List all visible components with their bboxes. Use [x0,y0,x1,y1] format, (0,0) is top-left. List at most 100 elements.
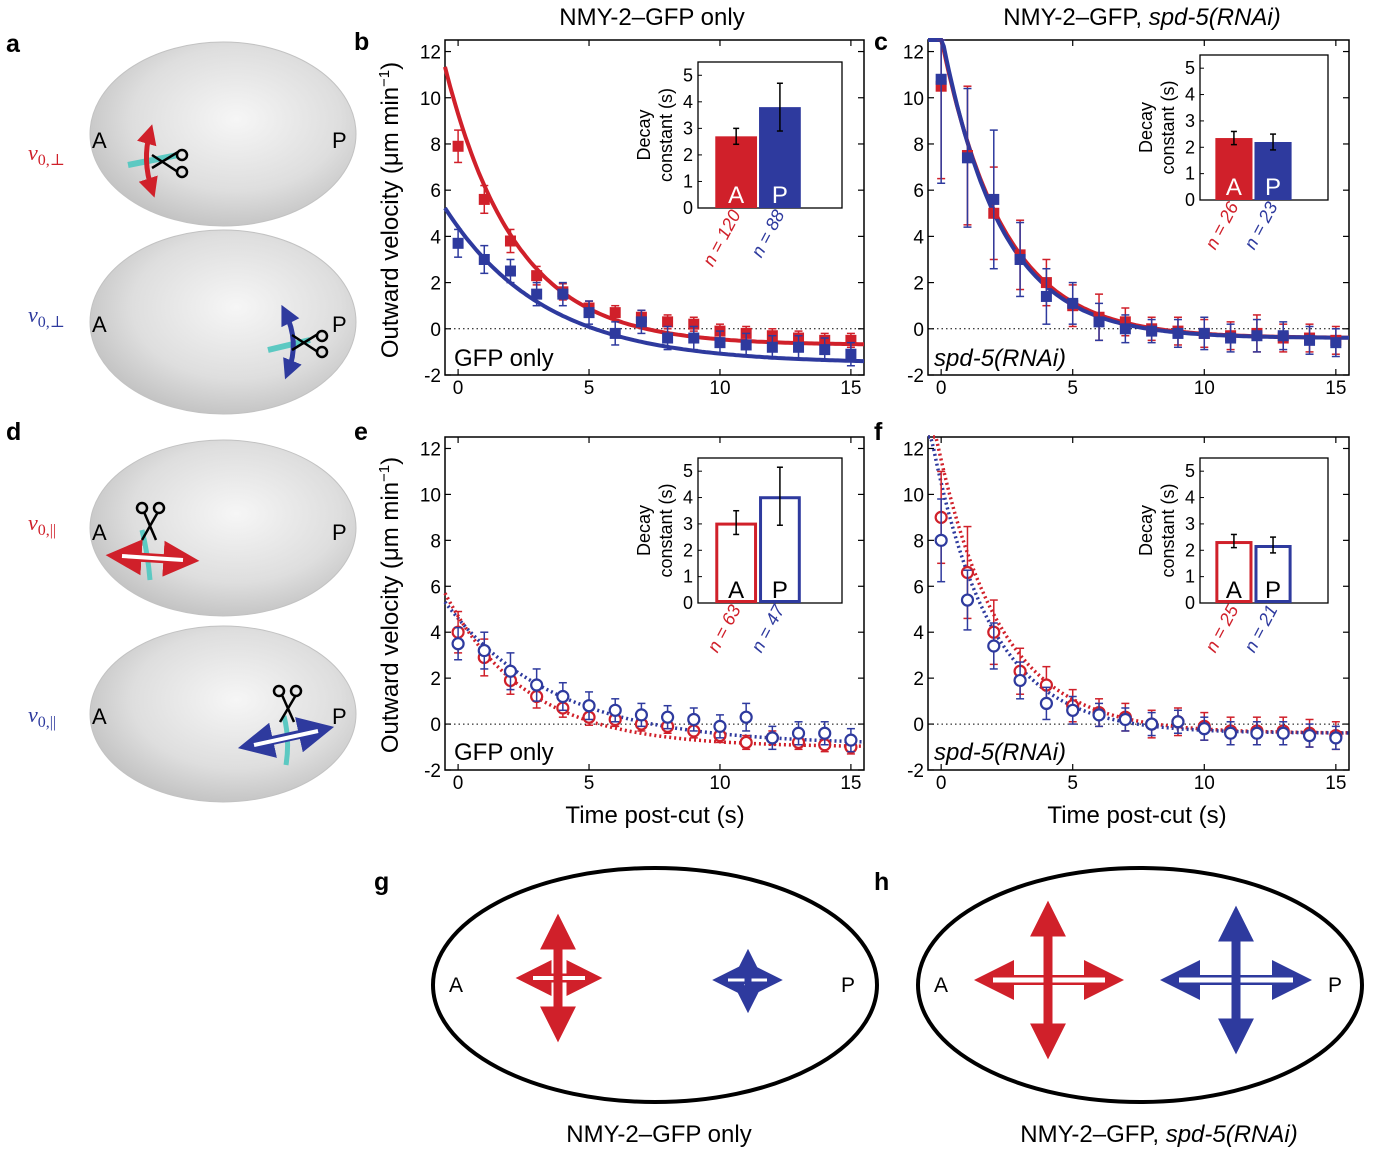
data-point-P [687,712,701,727]
panel-label-g: g [374,868,389,896]
data-point-P [1171,715,1185,729]
anterior-arrows [515,913,603,1043]
data-point-A [662,316,674,328]
x-tick-label: 0 [936,773,947,794]
inset-bar-label: P [772,182,788,209]
data-point-P [662,332,674,344]
panel-label-e: e [354,418,368,446]
embryo-label-anterior: A [92,704,107,729]
y-tick-label: 2 [913,669,924,690]
y-tick-label: 12 [903,43,924,64]
embryo-label-anterior: A [92,128,107,153]
x-tick-label: 15 [840,773,861,794]
data-point-P [793,341,805,353]
panel-label-a: a [6,30,21,58]
data-point-P [582,699,596,713]
data-point-P [987,639,1001,653]
data-point-P [583,307,595,319]
data-point-P [1223,726,1238,740]
data-point-P [1225,332,1237,344]
y-tick-label: 6 [430,181,441,202]
x-tick-label: 10 [709,378,730,399]
inset-n-label: n = 26 [1201,198,1243,253]
inset-bar-label: A [728,182,744,209]
y-tick-label: 10 [420,485,441,506]
summary-g: A P NMY-2–GFP only [431,866,879,1148]
inset-bar-P [1254,142,1292,200]
y-tick-label: 0 [430,320,441,341]
perpendicular-arrow-red [137,124,158,198]
inset-n-label: n = 120 [699,206,745,269]
data-point-P [556,689,570,704]
embryo-label-anterior: A [92,520,107,545]
y-tick-label: -2 [907,761,924,782]
inset-bar-A [1215,541,1253,604]
data-point-P [1172,327,1184,339]
data-point-P [609,327,621,339]
inset-y-tick-label: 4 [683,92,693,112]
inset-c: 0 1 2 3 4 5 Decay constant (s) An = 26 Pn = 23 [1136,54,1329,253]
inset-y-tick-label: 3 [1185,514,1195,534]
inset-n-label: n = 25 [1201,601,1243,656]
y-tick-label: 10 [420,89,441,110]
inset-bar-A [715,136,758,208]
data-point-P [1066,703,1080,717]
inset-n-label: n = 23 [1240,198,1281,252]
y-tick-label: 12 [903,439,924,460]
velocity-label-perp-blue: v0,⊥ [28,302,65,331]
scissors-icon [291,329,329,359]
data-point-P [1118,712,1132,727]
data-point-P [1093,316,1105,328]
velocity-label-par-red: v0,|| [28,510,56,539]
y-tick-label: 10 [903,89,924,110]
y-tick-label: 8 [913,135,924,156]
data-point-P [714,337,726,349]
inset-y-tick-label: 0 [683,593,693,613]
data-point-P [1250,726,1264,740]
data-point-P [1329,731,1343,745]
inset-n-label: n = 63 [703,601,744,655]
embryo-label-posterior: P [332,704,347,729]
data-point-A [688,318,700,330]
data-point-P [531,288,543,300]
caption-h: NMY-2–GFP, spd-5(RNAi) [1020,1121,1297,1148]
inset-y-label: Decay [634,109,654,160]
data-point-P [1198,327,1210,339]
data-point-P [1092,708,1106,722]
data-point-P [1145,717,1159,731]
y-tick-label: 4 [913,227,924,248]
summary-h: A P NMY-2–GFP, spd-5(RNAi) [916,866,1364,1148]
scissors-icon [272,684,303,723]
inset-n-label: n = 88 [747,206,788,260]
data-point-P [1276,726,1290,740]
y-tick-label: 0 [913,715,924,736]
x-tick-label: 0 [453,378,464,399]
inset-y-label: Decay [634,505,654,556]
inset-y-tick-label: 2 [683,540,693,560]
inset-y-tick-label: 5 [1185,58,1195,78]
data-point-P [503,664,518,678]
inset-y-tick-label: 2 [1185,540,1195,560]
inset-y-label: constant (s) [656,483,676,577]
data-point-A [478,193,490,205]
x-axis-label-f: Time post-cut (s) [1047,802,1226,829]
data-point-P [530,678,544,692]
inset-b: 0 1 2 3 4 5 Decay constant (s) An = 120 Pn = 88 [634,61,843,269]
plot-frame [927,39,1350,376]
inset-bar-label: A [1226,577,1242,604]
data-point-P [766,341,778,353]
embryo-a1: A P [89,41,357,227]
data-point-P [557,288,569,300]
inset-y-label: constant (s) [656,88,676,182]
y-tick-label: 4 [913,623,924,644]
header-left: NMY-2–GFP only [559,4,744,31]
inset-y-tick-label: 3 [683,118,693,138]
x-tick-label: 0 [453,773,464,794]
inset-y-tick-label: 4 [1185,85,1195,105]
data-point-A [845,334,857,346]
plot-frame [927,436,1350,771]
